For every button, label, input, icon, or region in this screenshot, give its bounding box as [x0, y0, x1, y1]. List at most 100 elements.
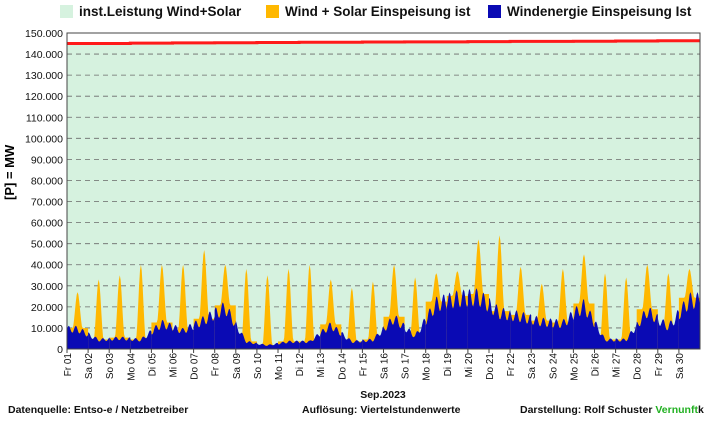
x-tick-label: Mi 13	[316, 353, 327, 378]
y-tick-label: 140.000	[25, 49, 63, 61]
wind-day-area	[510, 310, 532, 349]
x-tick-label: So 24	[548, 353, 559, 380]
y-axis-label: [P] = MW	[2, 144, 17, 200]
wind-solar-day-area	[88, 279, 110, 349]
wind-day-area	[362, 325, 384, 349]
x-tick-label: Do 07	[190, 353, 201, 380]
wind-solar-day-area	[130, 264, 152, 349]
wind-day-area	[678, 292, 700, 349]
x-tick-label: Mo 25	[569, 353, 580, 381]
installed-capacity-line	[67, 39, 700, 46]
y-tick-label: 70.000	[31, 197, 63, 209]
legend-wind-solar-swatch	[266, 5, 279, 18]
wind-solar-day-area	[109, 275, 131, 349]
wind-day-area	[235, 320, 257, 349]
wind-day-area	[67, 325, 89, 349]
x-tick-label: Fr 29	[654, 353, 665, 377]
y-tick-label: 120.000	[25, 91, 63, 103]
wind-solar-day-area	[615, 277, 637, 349]
legend-wind: Windenergie Einspeisung Ist	[488, 4, 691, 19]
wind-day-area	[489, 298, 511, 349]
y-tick-label: 90.000	[31, 154, 63, 166]
x-tick-label: Di 05	[147, 353, 158, 377]
wind-day-area	[636, 307, 658, 349]
wind-day-area	[256, 342, 278, 349]
x-tick-label: Mi 20	[464, 353, 475, 378]
wind-day-area	[531, 315, 553, 349]
x-tick-label: Di 19	[443, 353, 454, 377]
x-tick-label: Di 12	[295, 353, 306, 377]
x-tick-label: Mo 18	[422, 353, 433, 381]
wind-day-area	[552, 311, 574, 349]
y-tick-label: 80.000	[31, 175, 63, 187]
wind-day-area	[446, 289, 468, 349]
legend-wind-swatch	[488, 5, 501, 18]
x-tick-label: So 10	[253, 353, 264, 380]
y-tick-label: 40.000	[31, 260, 63, 272]
wind-day-area	[594, 321, 616, 349]
wind-day-area	[615, 322, 637, 349]
wind-day-area	[383, 315, 405, 349]
wind-solar-day-area	[594, 273, 616, 349]
wind-day-area	[193, 311, 215, 349]
x-tick-label: Fr 08	[211, 353, 222, 377]
x-tick-label: Do 14	[337, 353, 348, 380]
wind-day-area	[278, 340, 300, 349]
y-tick-label: 150.000	[25, 28, 63, 40]
footer-resolution: Auflösung: Viertelstundenwerte	[302, 404, 461, 416]
y-tick-label: 130.000	[25, 70, 63, 82]
y-tick-label: 10.000	[31, 323, 63, 335]
wind-solar-day-area	[341, 287, 363, 349]
legend-wind-solar-label: Wind + Solar Einspeisung ist	[285, 4, 471, 19]
wind-day-area	[320, 322, 342, 349]
wind-day-area	[214, 302, 236, 349]
y-tick-label: 30.000	[31, 281, 63, 293]
wind-day-area	[657, 310, 679, 349]
wind-solar-day-area	[256, 275, 278, 349]
wind-day-area	[88, 332, 110, 349]
legend: inst.Leistung Wind+Solar Wind + Solar Ei…	[0, 4, 704, 22]
wind-day-area	[130, 330, 152, 349]
x-tick-label: So 03	[105, 353, 116, 380]
x-axis-label: Sep.2023	[360, 389, 406, 401]
wind-solar-day-area	[172, 264, 194, 349]
wind-day-area	[151, 319, 173, 349]
wind-day-area	[109, 336, 131, 349]
y-tick-label: 20.000	[31, 302, 63, 314]
x-tick-label: Fr 22	[506, 353, 517, 377]
y-tick-label: 60.000	[31, 218, 63, 230]
x-tick-label: Sa 16	[380, 353, 391, 380]
footer-author: Darstellung: Rolf Schuster Vernunftkraft	[520, 404, 704, 416]
wind-day-area	[404, 318, 426, 349]
wind-solar-day-area	[235, 268, 257, 349]
legend-installed-label: inst.Leistung Wind+Solar	[79, 4, 242, 19]
x-tick-label: Do 21	[485, 353, 496, 380]
wind-solar-day-area	[404, 277, 426, 349]
x-tick-label: Fr 15	[358, 353, 369, 377]
footer-source: Datenquelle: Entso-e / Netzbetreiber	[8, 404, 189, 416]
brand-kraft: kraft	[697, 404, 704, 416]
wind-solar-day-area	[299, 264, 321, 349]
x-tick-label: Mo 04	[126, 353, 137, 381]
brand-vernunft: Vernunft	[655, 404, 698, 416]
wind-day-area	[573, 299, 595, 349]
x-tick-label: Do 28	[633, 353, 644, 380]
x-tick-label: Sa 30	[675, 353, 686, 380]
y-tick-label: 0	[57, 344, 63, 356]
footer-author-label: Darstellung: Rolf Schuster	[520, 404, 653, 416]
wind-solar-day-area	[362, 281, 384, 349]
legend-installed-swatch	[60, 5, 73, 18]
x-tick-label: Mi 27	[612, 353, 623, 378]
x-tick-label: Fr 01	[63, 353, 74, 377]
wind-day-area	[172, 323, 194, 349]
legend-wind-solar: Wind + Solar Einspeisung ist	[266, 4, 471, 19]
wind-day-area	[425, 294, 447, 349]
wind-solar-day-area	[278, 268, 300, 349]
x-tick-label: Mo 11	[274, 353, 285, 380]
y-tick-label: 100.000	[25, 133, 63, 145]
x-tick-label: Di 26	[591, 353, 602, 377]
wind-day-area	[341, 332, 363, 349]
legend-installed: inst.Leistung Wind+Solar	[60, 4, 241, 19]
x-tick-label: So 17	[401, 353, 412, 380]
y-tick-label: 50.000	[31, 239, 63, 251]
